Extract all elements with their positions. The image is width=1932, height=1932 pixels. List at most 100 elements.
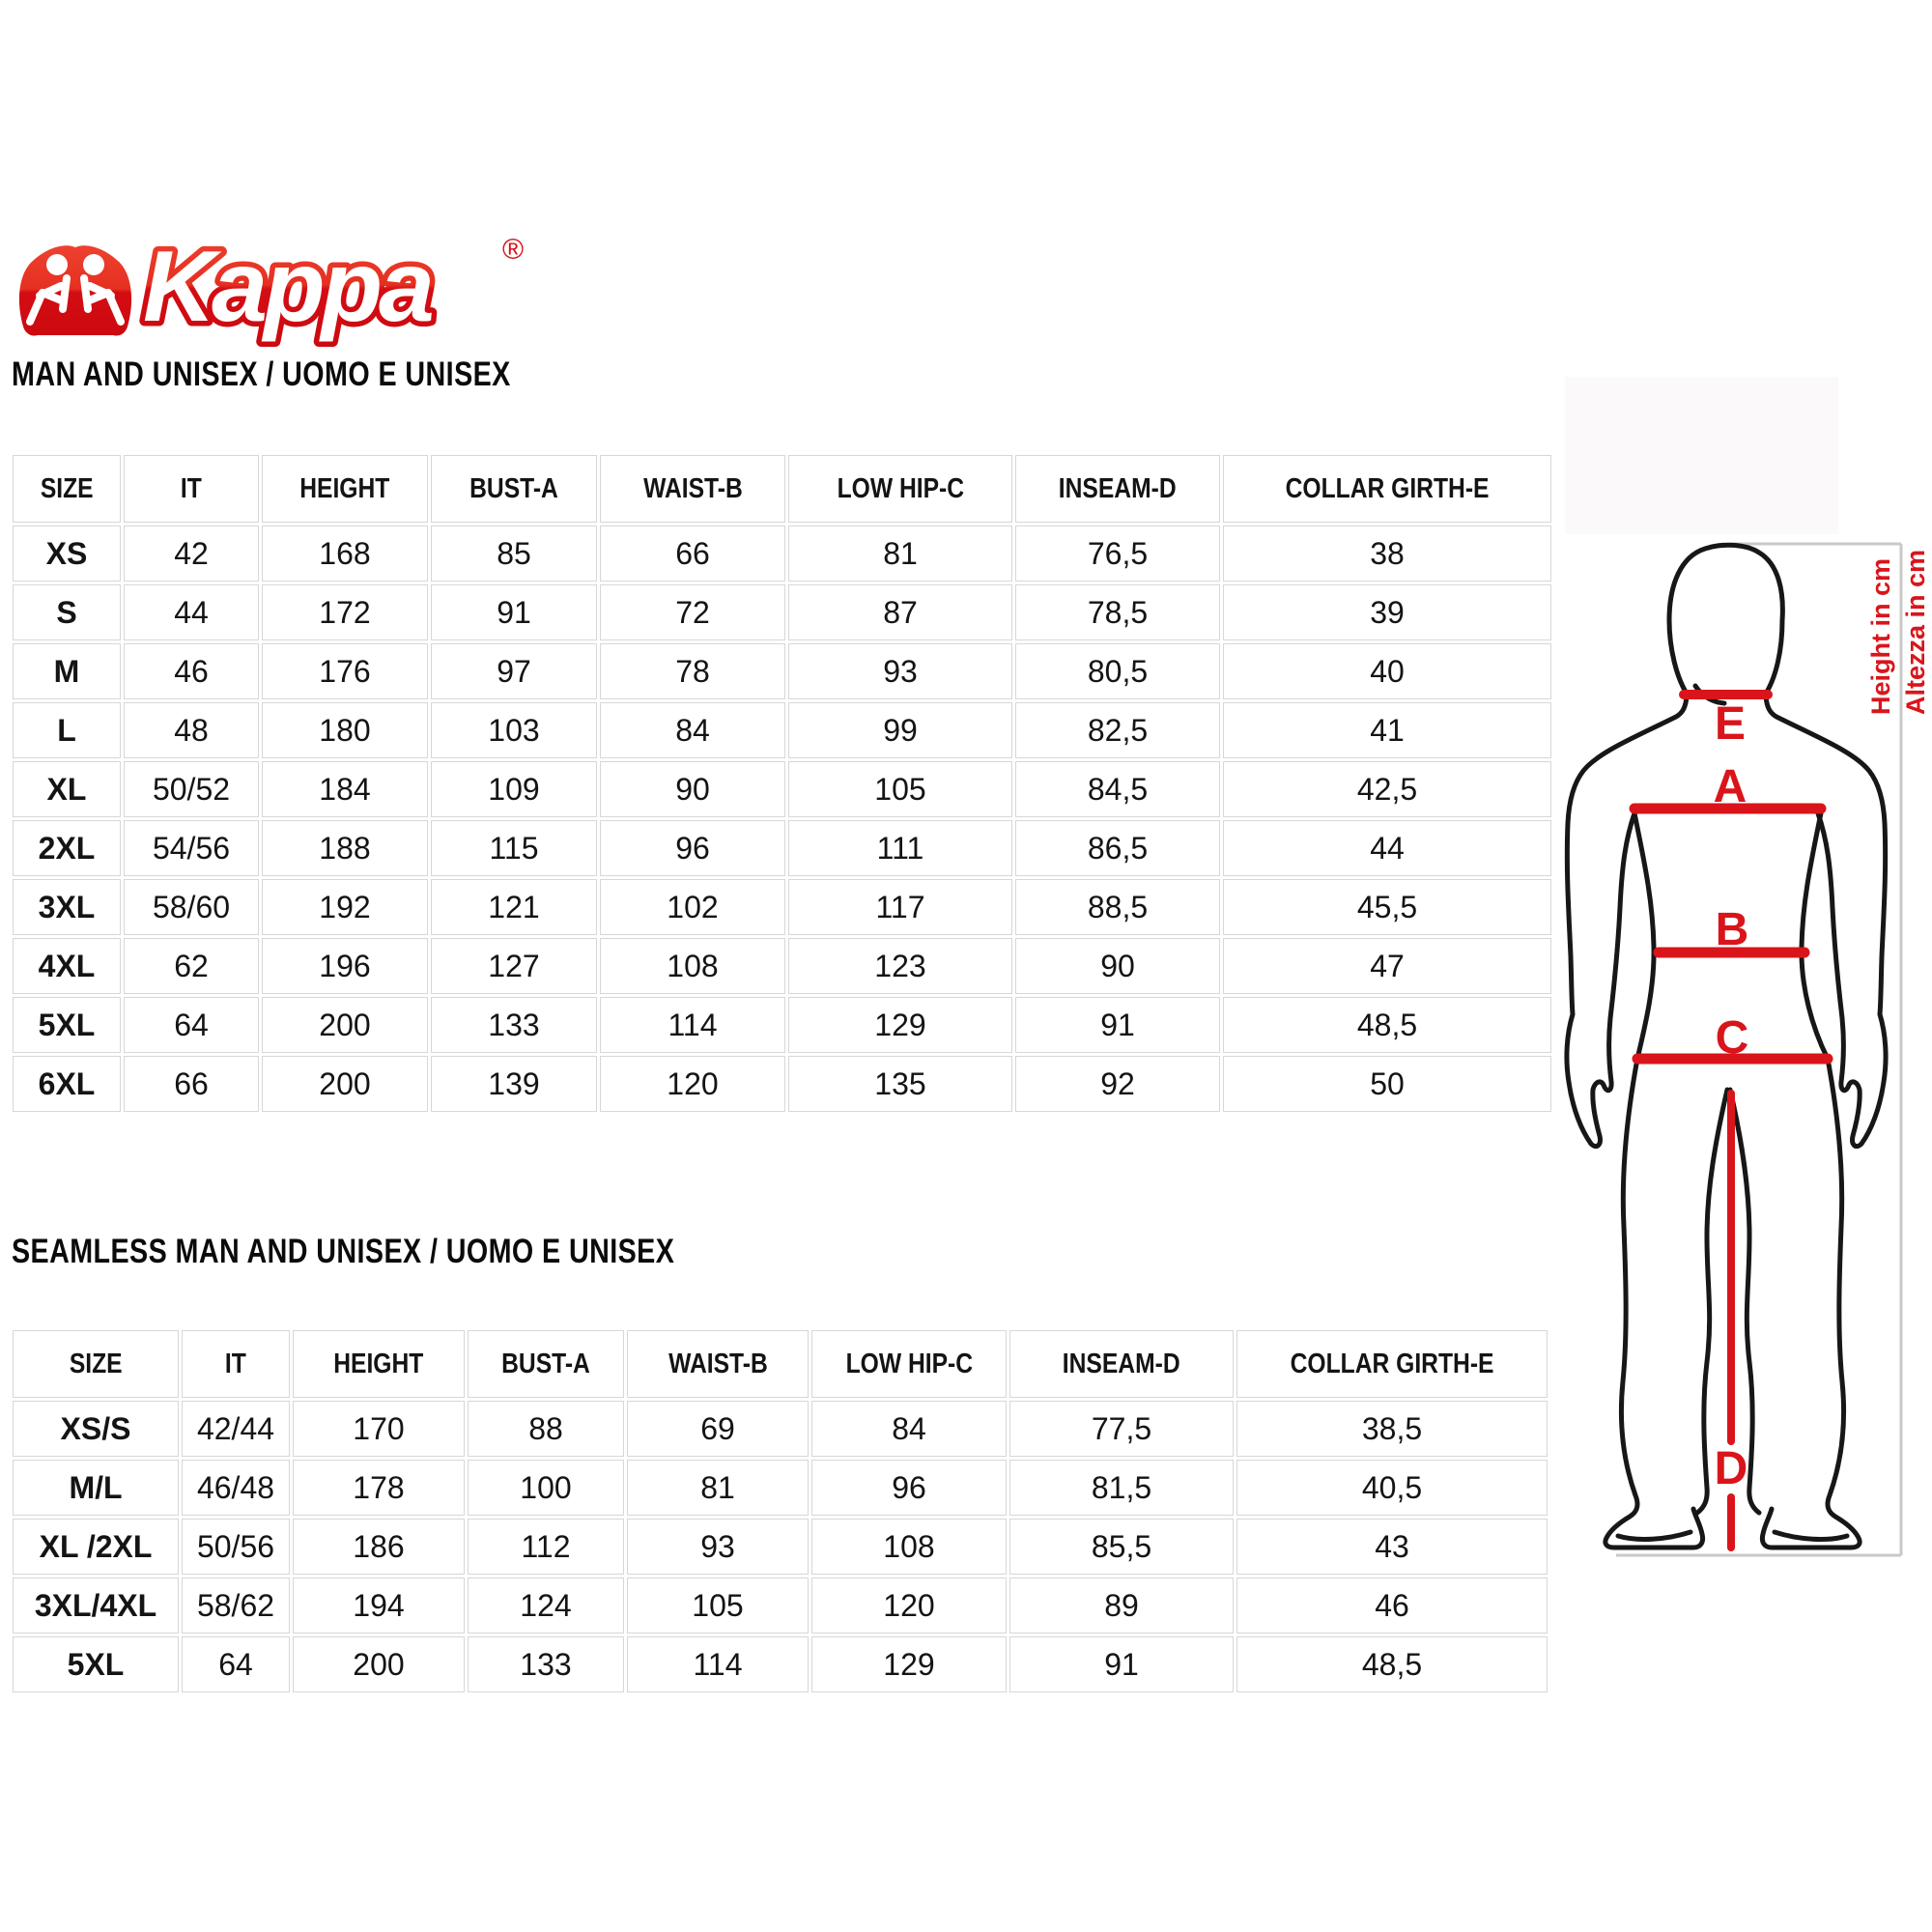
label-hip-c: C [1716, 1012, 1749, 1064]
value-cell: 46/48 [182, 1460, 290, 1516]
size-cell: 4XL [13, 938, 121, 994]
value-cell: 100 [468, 1460, 624, 1516]
kappa-wordmark: Kappa [143, 231, 432, 343]
label-waist-b: B [1716, 904, 1749, 955]
section-title-seamless: SEAMLESS MAN AND UNISEX / UOMO E UNISEX [12, 1233, 675, 1270]
value-cell: 54/56 [124, 820, 259, 876]
table-row: 6XL 66 200 139 120 135 92 50 [13, 1056, 1551, 1112]
value-cell: 58/62 [182, 1577, 290, 1634]
label-collar-e: E [1715, 698, 1746, 750]
value-cell: 48,5 [1236, 1636, 1548, 1692]
value-cell: 81 [627, 1460, 809, 1516]
value-cell: 93 [788, 643, 1012, 699]
table-row: XL 50/52 184 109 90 105 84,5 42,5 [13, 761, 1551, 817]
value-cell: 121 [431, 879, 597, 935]
measurement-letters: E A B C D [1714, 698, 1749, 1494]
size-cell: 2XL [13, 820, 121, 876]
size-cell: 6XL [13, 1056, 121, 1112]
value-cell: 139 [431, 1056, 597, 1112]
value-cell: 88 [468, 1401, 624, 1457]
value-cell: 170 [293, 1401, 465, 1457]
size-cell: S [13, 584, 121, 640]
value-cell: 50/56 [182, 1519, 290, 1575]
label-bust-a: A [1714, 761, 1747, 812]
value-cell: 72 [600, 584, 785, 640]
value-cell: 109 [431, 761, 597, 817]
value-cell: 111 [788, 820, 1012, 876]
table-row: 4XL 62 196 127 108 123 90 47 [13, 938, 1551, 994]
value-cell: 108 [600, 938, 785, 994]
size-cell: M [13, 643, 121, 699]
table-row: M 46 176 97 78 93 80,5 40 [13, 643, 1551, 699]
kappa-logo: Kappa ® [8, 203, 534, 349]
value-cell: 39 [1223, 584, 1551, 640]
value-cell: 91 [1015, 997, 1220, 1053]
value-cell: 62 [124, 938, 259, 994]
size-cell: XL /2XL [13, 1519, 179, 1575]
value-cell: 172 [262, 584, 428, 640]
value-cell: 96 [600, 820, 785, 876]
column-header: COLLAR GIRTH-E [1236, 1330, 1548, 1398]
value-cell: 176 [262, 643, 428, 699]
value-cell: 186 [293, 1519, 465, 1575]
value-cell: 200 [293, 1636, 465, 1692]
height-note-en: Height in cm [1866, 558, 1895, 715]
column-header: BUST-A [468, 1330, 624, 1398]
value-cell: 84 [811, 1401, 1007, 1457]
value-cell: 92 [1015, 1056, 1220, 1112]
value-cell: 40 [1223, 643, 1551, 699]
value-cell: 42/44 [182, 1401, 290, 1457]
column-header: IT [182, 1330, 290, 1398]
value-cell: 196 [262, 938, 428, 994]
column-header: COLLAR GIRTH-E [1223, 455, 1551, 523]
table-row: 3XL/4XL 58/62 194 124 105 120 89 46 [13, 1577, 1548, 1634]
table-row: 3XL 58/60 192 121 102 117 88,5 45,5 [13, 879, 1551, 935]
column-header: WAIST-B [627, 1330, 809, 1398]
table-row: M/L 46/48 178 100 81 96 81,5 40,5 [13, 1460, 1548, 1516]
value-cell: 97 [431, 643, 597, 699]
value-cell: 43 [1236, 1519, 1548, 1575]
value-cell: 133 [431, 997, 597, 1053]
value-cell: 135 [788, 1056, 1012, 1112]
value-cell: 178 [293, 1460, 465, 1516]
diagram-backing-box [1565, 377, 1838, 534]
height-note-it: Altezza in cm [1901, 550, 1930, 715]
value-cell: 66 [124, 1056, 259, 1112]
value-cell: 120 [600, 1056, 785, 1112]
value-cell: 93 [627, 1519, 809, 1575]
value-cell: 200 [262, 997, 428, 1053]
table-row: L 48 180 103 84 99 82,5 41 [13, 702, 1551, 758]
kappa-logo-graphic: Kappa ® [18, 226, 524, 349]
value-cell: 127 [431, 938, 597, 994]
value-cell: 42,5 [1223, 761, 1551, 817]
value-cell: 91 [1009, 1636, 1234, 1692]
size-cell: 5XL [13, 997, 121, 1053]
table-row: S 44 172 91 72 87 78,5 39 [13, 584, 1551, 640]
value-cell: 77,5 [1009, 1401, 1234, 1457]
body-figure-graphic: Height in cm Altezza in cm [1564, 377, 1930, 1557]
column-header: SIZE [13, 1330, 179, 1398]
value-cell: 89 [1009, 1577, 1234, 1634]
value-cell: 82,5 [1015, 702, 1220, 758]
value-cell: 105 [788, 761, 1012, 817]
value-cell: 192 [262, 879, 428, 935]
value-cell: 180 [262, 702, 428, 758]
value-cell: 46 [124, 643, 259, 699]
value-cell: 38 [1223, 526, 1551, 582]
size-cell: M/L [13, 1460, 179, 1516]
body-measurement-diagram: Height in cm Altezza in cm [1560, 367, 1932, 1604]
column-header: HEIGHT [293, 1330, 465, 1398]
value-cell: 44 [124, 584, 259, 640]
value-cell: 64 [182, 1636, 290, 1692]
value-cell: 46 [1236, 1577, 1548, 1634]
value-cell: 105 [627, 1577, 809, 1634]
value-cell: 117 [788, 879, 1012, 935]
value-cell: 42 [124, 526, 259, 582]
value-cell: 58/60 [124, 879, 259, 935]
value-cell: 48 [124, 702, 259, 758]
column-header: LOW HIP-C [811, 1330, 1007, 1398]
height-dimension-lines [1616, 542, 1903, 1557]
size-cell: 5XL [13, 1636, 179, 1692]
value-cell: 108 [811, 1519, 1007, 1575]
